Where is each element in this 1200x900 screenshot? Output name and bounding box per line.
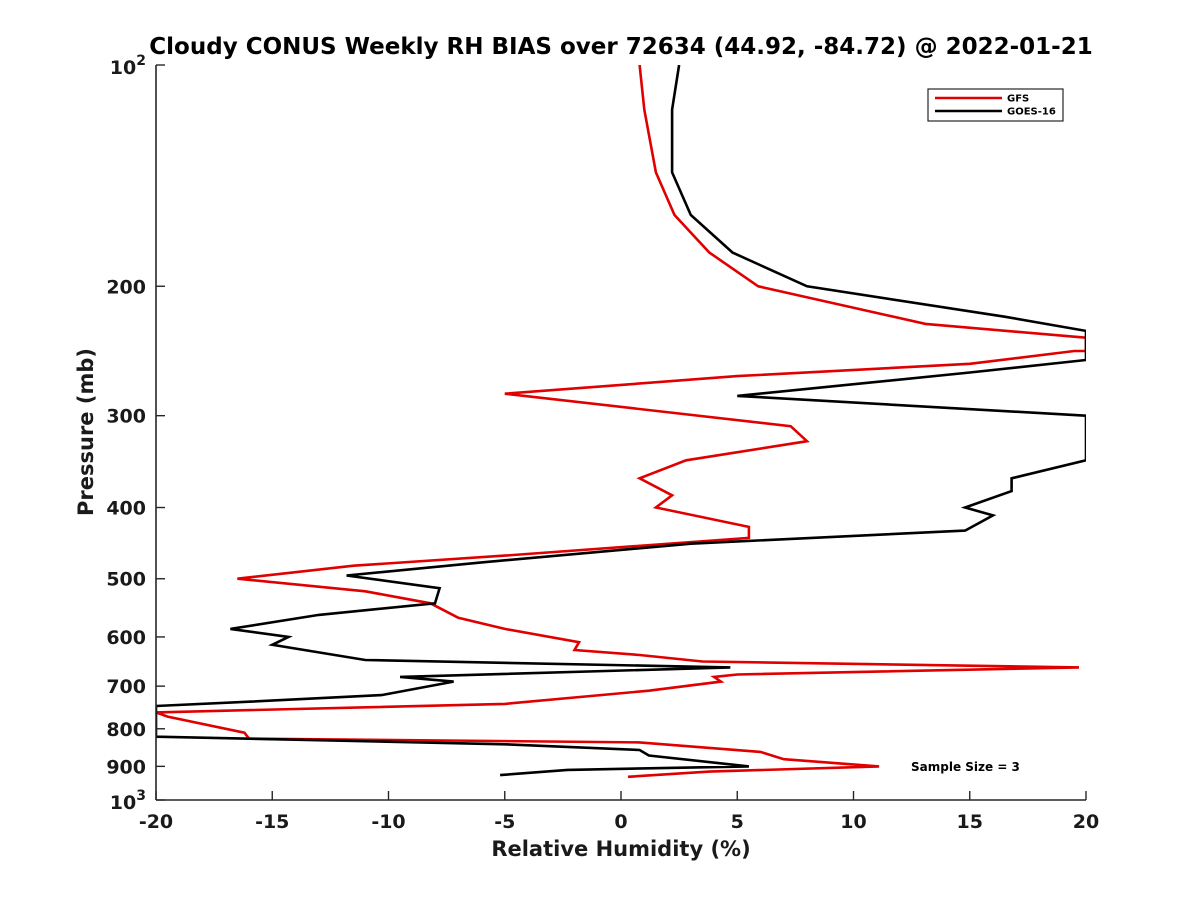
- chart-title: Cloudy CONUS Weekly RH BIAS over 72634 (…: [149, 34, 1092, 60]
- x-tick-label: 0: [614, 811, 627, 833]
- x-tick-label: 5: [731, 811, 744, 833]
- sample-size-annotation: Sample Size = 3: [911, 760, 1020, 774]
- y-tick-label: 500: [106, 569, 146, 591]
- series-line-goes16: [156, 65, 1086, 777]
- y-tick-label-power: 102: [110, 53, 146, 79]
- y-tick-label-power: 103: [110, 788, 146, 814]
- y-tick-label: 400: [106, 498, 146, 520]
- y-tick-label: 800: [106, 719, 146, 741]
- legend-label-goes16: GOES-16: [1007, 107, 1056, 118]
- y-tick-label: 200: [106, 276, 146, 298]
- y-tick-label: 300: [106, 406, 146, 428]
- y-tick-label: 600: [106, 627, 146, 649]
- y-axis-label: Pressure (mb): [74, 348, 98, 516]
- y-axis-ticks: 200 300 400 500 600 700 800 900 102 103: [106, 53, 165, 814]
- x-tick-label: -20: [139, 811, 173, 833]
- x-axis-label: Relative Humidity (%): [491, 837, 750, 861]
- legend-label-gfs: GFS: [1007, 94, 1029, 105]
- x-tick-label: -15: [255, 811, 289, 833]
- legend: GFS GOES-16: [927, 88, 1064, 122]
- series-layer: [156, 65, 1086, 779]
- x-tick-label: -10: [371, 811, 405, 833]
- y-tick-label: 900: [106, 756, 146, 778]
- x-tick-label: 15: [957, 811, 983, 833]
- series-line-gfs: [156, 65, 1086, 779]
- x-tick-label: -5: [494, 811, 515, 833]
- x-tick-label: 10: [840, 811, 866, 833]
- legend-box: [927, 88, 1064, 122]
- x-axis-ticks: -20 -15 -10 -5 0 5 10 15 20: [139, 791, 1099, 833]
- x-tick-label: 20: [1073, 811, 1099, 833]
- y-tick-label: 700: [106, 676, 146, 698]
